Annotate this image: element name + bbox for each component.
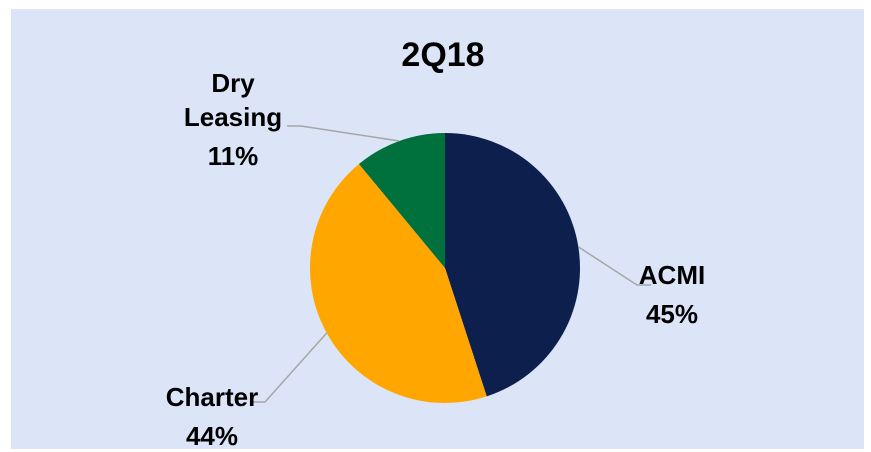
leader-lines [251, 125, 651, 403]
slice-name-label-acmi: ACMI [639, 260, 705, 290]
chart-container: 2Q18 ACMI 45% Charter 44% Dry Leasing 11% [10, 8, 865, 450]
slice-value-label-acmi: 45% [646, 299, 698, 329]
leader-line-acmi [577, 246, 651, 286]
slice-name-label-dry-leasing: Dry [211, 68, 255, 98]
leader-line-charter [251, 332, 328, 403]
pie-slice-acmi [445, 133, 580, 397]
chart-title: 2Q18 [401, 36, 484, 74]
slice-name-label-charter: Charter [166, 382, 258, 412]
pie-slice-dry-leasing [358, 133, 445, 268]
pie-chart: 2Q18 ACMI 45% Charter 44% Dry Leasing 11% [166, 36, 705, 449]
slice-labels: ACMI 45% Charter 44% Dry Leasing 11% [166, 68, 705, 449]
slice-value-label-dry-leasing: 11% [208, 141, 259, 171]
slice-name-label-dry-leasing: Leasing [184, 102, 282, 132]
pie-slice-charter [310, 163, 487, 403]
slices-layer [310, 133, 580, 403]
leader-line-dry-leasing [287, 125, 400, 142]
slice-value-label-charter: 44% [186, 421, 238, 449]
